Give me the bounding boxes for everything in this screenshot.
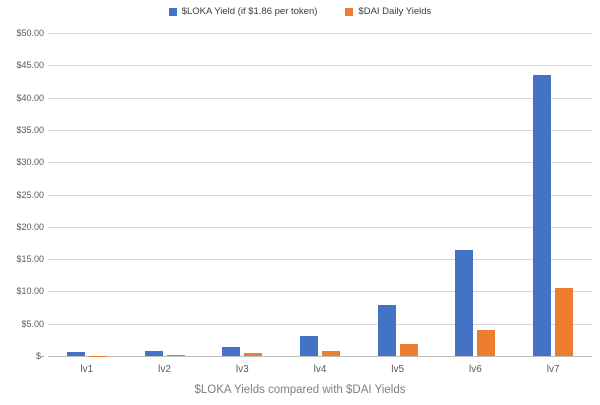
bar-loka-lv2: [144, 350, 163, 356]
gridline: [48, 65, 592, 67]
x-tick-label-lv5: lv5: [391, 364, 405, 375]
y-tick-label: $40.00: [16, 92, 44, 103]
gridline: [48, 129, 592, 131]
gridline: [48, 194, 592, 196]
gridline: [48, 291, 592, 293]
x-tick-label-lv1: lv1: [80, 364, 94, 375]
chart-title: $LOKA Yields compared with $DAI Yields: [194, 384, 406, 396]
y-tick-label: $35.00: [16, 124, 44, 135]
gridline: [48, 323, 592, 325]
y-tick-label: $-: [35, 351, 44, 361]
y-tick-label: $15.00: [16, 254, 44, 265]
y-tick-label: $25.00: [16, 189, 44, 200]
bar-loka-lv4: [300, 335, 318, 356]
x-axis-line: [48, 356, 592, 357]
bar-dai-lv2: [166, 355, 185, 356]
bar-loka-lv5: [377, 304, 396, 356]
legend-item-loka: $LOKA Yield (if $1.86 per token): [168, 6, 318, 17]
gridline: [48, 97, 592, 99]
y-tick-label: $10.00: [16, 286, 44, 297]
y-tick-label: $50.00: [16, 28, 44, 38]
bar-dai-lv4: [322, 351, 340, 356]
x-tick-label-lv4: lv4: [313, 364, 327, 375]
bar-dai-lv6: [477, 330, 496, 356]
y-tick-label: $45.00: [16, 60, 44, 71]
gridline: [48, 226, 592, 228]
x-tick-label-lv2: lv2: [158, 364, 171, 375]
x-tick-label-lv7: lv7: [546, 364, 560, 375]
y-tick-label: $30.00: [16, 157, 44, 168]
legend-label-loka: $LOKA Yield (if $1.86 per token): [181, 6, 318, 17]
x-tick-label-lv6: lv6: [469, 364, 482, 375]
bar-loka-lv1: [66, 351, 85, 356]
gridline: [48, 162, 592, 164]
bar-dai-lv3: [244, 353, 263, 356]
y-tick-label: $20.00: [16, 221, 44, 232]
bar-loka-lv6: [455, 250, 474, 356]
gridline: [48, 33, 592, 34]
gridline: [48, 259, 592, 261]
bar-dai-lv5: [399, 344, 418, 356]
y-tick-label: $5.00: [21, 318, 44, 329]
bar-loka-lv3: [222, 346, 241, 356]
loka-series-swatch-icon: [168, 7, 177, 16]
x-tick-label-lv3: lv3: [235, 364, 249, 375]
bar-dai-lv7: [555, 288, 574, 356]
legend-item-dai: $DAI Daily Yields: [345, 6, 431, 17]
dai-series-swatch-icon: [345, 7, 354, 16]
chart-legend: $LOKA Yield (if $1.86 per token) $DAI Da…: [0, 6, 600, 17]
bar-loka-lv7: [533, 74, 552, 356]
legend-label-dai: $DAI Daily Yields: [358, 6, 432, 17]
